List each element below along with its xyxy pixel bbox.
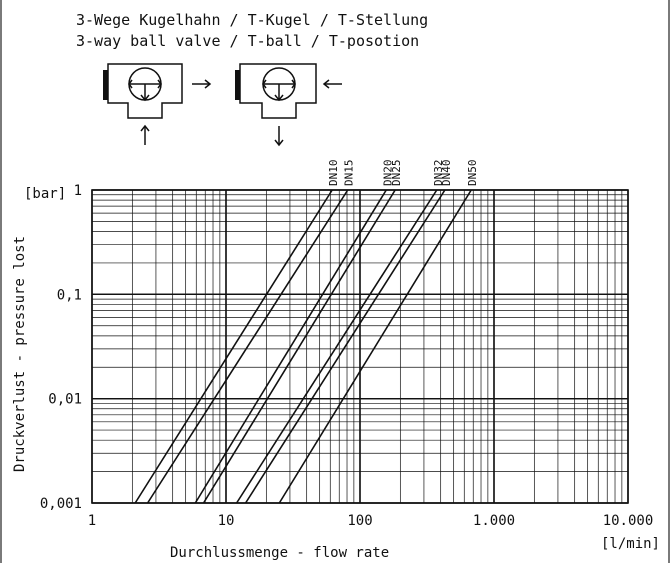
- series-label-dn20: DN20: [381, 160, 394, 187]
- series-label-dn10: DN10: [327, 160, 340, 187]
- flow-arrow-out-right: [192, 79, 212, 89]
- series-line-dn20: [194, 189, 387, 504]
- y-tick-labels: 1 0,1 0,01 0,001: [40, 183, 82, 512]
- title-german: 3-Wege Kugelhahn / T-Kugel / T-Stellung: [76, 11, 428, 29]
- series-label-dn15: DN15: [343, 160, 356, 187]
- valve-diagram-right: [235, 63, 342, 147]
- series-line-dn32: [235, 189, 438, 504]
- y-tick-label: 0,001: [40, 496, 82, 512]
- x-axis-title: Durchlussmenge - flow rate: [170, 545, 389, 561]
- series-line-dn10: [134, 189, 333, 504]
- y-tick-label: 0,01: [48, 392, 82, 408]
- title-english: 3-way ball valve / T-ball / T-posotion: [76, 32, 419, 50]
- y-tick-label: 1: [74, 183, 82, 199]
- valve-handle-right: [235, 70, 240, 100]
- y-unit-label: [bar]: [24, 186, 66, 202]
- series-line-dn25: [202, 189, 396, 504]
- flow-arrow-out-bottom: [274, 126, 284, 147]
- series-label-dn25: DN25: [390, 160, 403, 187]
- flow-arrow-in-right: [322, 79, 342, 89]
- x-unit-label: [l/min]: [601, 536, 660, 552]
- series-label-dn50: DN50: [466, 160, 479, 187]
- x-tick-label: 10: [218, 513, 235, 529]
- x-tick-label: 10.000: [603, 513, 654, 529]
- plot-frame: [91, 189, 629, 504]
- series-line-dn50: [278, 189, 472, 504]
- valve-handle-left: [103, 70, 108, 100]
- y-axis-title: Druckverlust - pressure lost: [12, 236, 28, 472]
- valve-body-right: [239, 63, 317, 119]
- x-tick-label: 1.000: [473, 513, 515, 529]
- series-line-dn15: [146, 189, 349, 504]
- series-line-dn40: [244, 189, 446, 504]
- flow-arrow-in-bottom: [140, 124, 150, 145]
- valve-body-left: [107, 63, 183, 119]
- series-label-dn32: DN32: [432, 160, 445, 187]
- valve-diagram-left: [103, 63, 212, 145]
- x-tick-labels: 1 10 100 1.000 10.000: [88, 513, 654, 529]
- series-label-dn40: DN40: [440, 160, 453, 187]
- y-tick-label: 0,1: [57, 287, 82, 303]
- x-tick-label: 1: [88, 513, 96, 529]
- x-tick-label: 100: [347, 513, 372, 529]
